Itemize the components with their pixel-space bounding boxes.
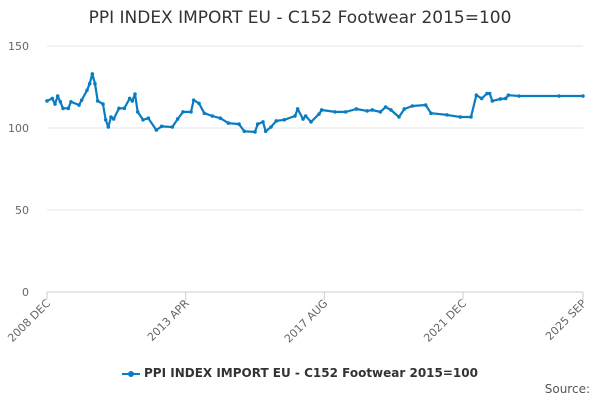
y-tick-label: 150: [8, 40, 29, 53]
data-point: [581, 94, 585, 98]
data-point: [506, 93, 511, 97]
data-point: [130, 99, 135, 103]
data-point: [343, 110, 348, 114]
x-tick-label: 2017 AUG: [282, 297, 331, 346]
data-point: [269, 125, 273, 129]
data-point: [127, 96, 132, 101]
data-point: [255, 122, 260, 126]
data-point: [242, 129, 247, 134]
data-point: [87, 81, 92, 86]
data-point: [378, 110, 383, 114]
data-point: [458, 115, 463, 119]
legend-label: PPI INDEX IMPORT EU - C152 Footwear 2015…: [144, 366, 478, 380]
data-point: [117, 106, 121, 111]
data-point: [487, 91, 492, 96]
data-point: [141, 118, 145, 122]
data-point: [109, 115, 113, 119]
data-point: [85, 88, 89, 93]
data-point: [498, 97, 503, 101]
data-point: [45, 99, 49, 103]
data-point: [135, 110, 140, 114]
data-point: [383, 105, 388, 109]
data-point: [103, 118, 108, 122]
data-point: [445, 113, 449, 117]
data-point: [333, 110, 337, 114]
data-point: [218, 116, 223, 120]
data-point: [175, 117, 180, 121]
data-point: [66, 106, 71, 111]
data-point: [77, 103, 81, 107]
y-tick-label: 50: [15, 204, 29, 217]
x-tick-label: 2008 DEC: [5, 297, 53, 345]
x-tick-label: 2025 SEP: [543, 297, 589, 343]
data-point: [479, 96, 484, 101]
data-point: [202, 111, 207, 116]
data-point: [95, 99, 100, 103]
data-point: [69, 99, 73, 104]
data-point: [389, 108, 393, 112]
data-point: [79, 98, 84, 102]
data-point: [410, 104, 415, 108]
data-point: [295, 107, 300, 111]
data-point: [189, 110, 193, 114]
data-point: [133, 92, 137, 96]
data-point: [319, 108, 324, 112]
data-point: [557, 94, 561, 98]
data-point: [274, 119, 279, 123]
data-point: [191, 98, 196, 102]
data-point: [154, 128, 159, 132]
data-point: [50, 96, 55, 101]
data-point: [423, 103, 428, 107]
data-point: [402, 107, 407, 111]
data-point: [263, 129, 268, 134]
y-tick-label: 100: [8, 122, 29, 135]
data-point: [429, 111, 433, 116]
data-point: [53, 102, 57, 106]
data-point: [365, 109, 369, 113]
data-point: [210, 114, 215, 118]
data-point: [90, 72, 95, 76]
legend-swatch: [122, 370, 141, 377]
data-point: [397, 115, 401, 119]
data-point: [301, 117, 305, 121]
data-point: [106, 125, 111, 129]
data-point: [226, 121, 231, 125]
data-point: [309, 120, 313, 124]
data-point: [58, 99, 63, 104]
data-point: [181, 110, 185, 114]
data-point: [159, 124, 164, 129]
data-point: [261, 120, 265, 124]
data-point: [303, 114, 308, 118]
data-point: [111, 117, 116, 121]
data-point: [317, 112, 321, 116]
data-point: [517, 94, 521, 98]
data-point: [122, 106, 127, 111]
data-point: [170, 125, 175, 129]
legend-item[interactable]: PPI INDEX IMPORT EU - C152 Footwear 2015…: [0, 366, 600, 380]
data-point: [474, 93, 479, 97]
x-tick-label: 2013 APR: [145, 297, 192, 344]
data-point: [237, 122, 241, 126]
chart-title: PPI INDEX IMPORT EU - C152 Footwear 2015…: [88, 8, 512, 28]
data-point: [490, 99, 495, 103]
data-point: [253, 130, 257, 134]
data-point: [503, 96, 508, 101]
data-point: [293, 114, 297, 118]
data-point: [55, 94, 60, 98]
data-point: [370, 108, 375, 112]
series-line: [46, 72, 583, 133]
y-tick-label: 0: [22, 286, 29, 299]
data-point: [61, 106, 65, 111]
data-point: [354, 107, 359, 111]
data-point: [197, 101, 201, 106]
data-point: [146, 116, 151, 120]
source-label: Source:: [544, 382, 590, 396]
data-point: [485, 91, 489, 96]
data-point: [101, 102, 105, 106]
x-tick-label: 2021 DEC: [421, 297, 469, 345]
data-point: [93, 81, 97, 86]
data-point: [282, 118, 287, 122]
data-point: [469, 115, 473, 119]
